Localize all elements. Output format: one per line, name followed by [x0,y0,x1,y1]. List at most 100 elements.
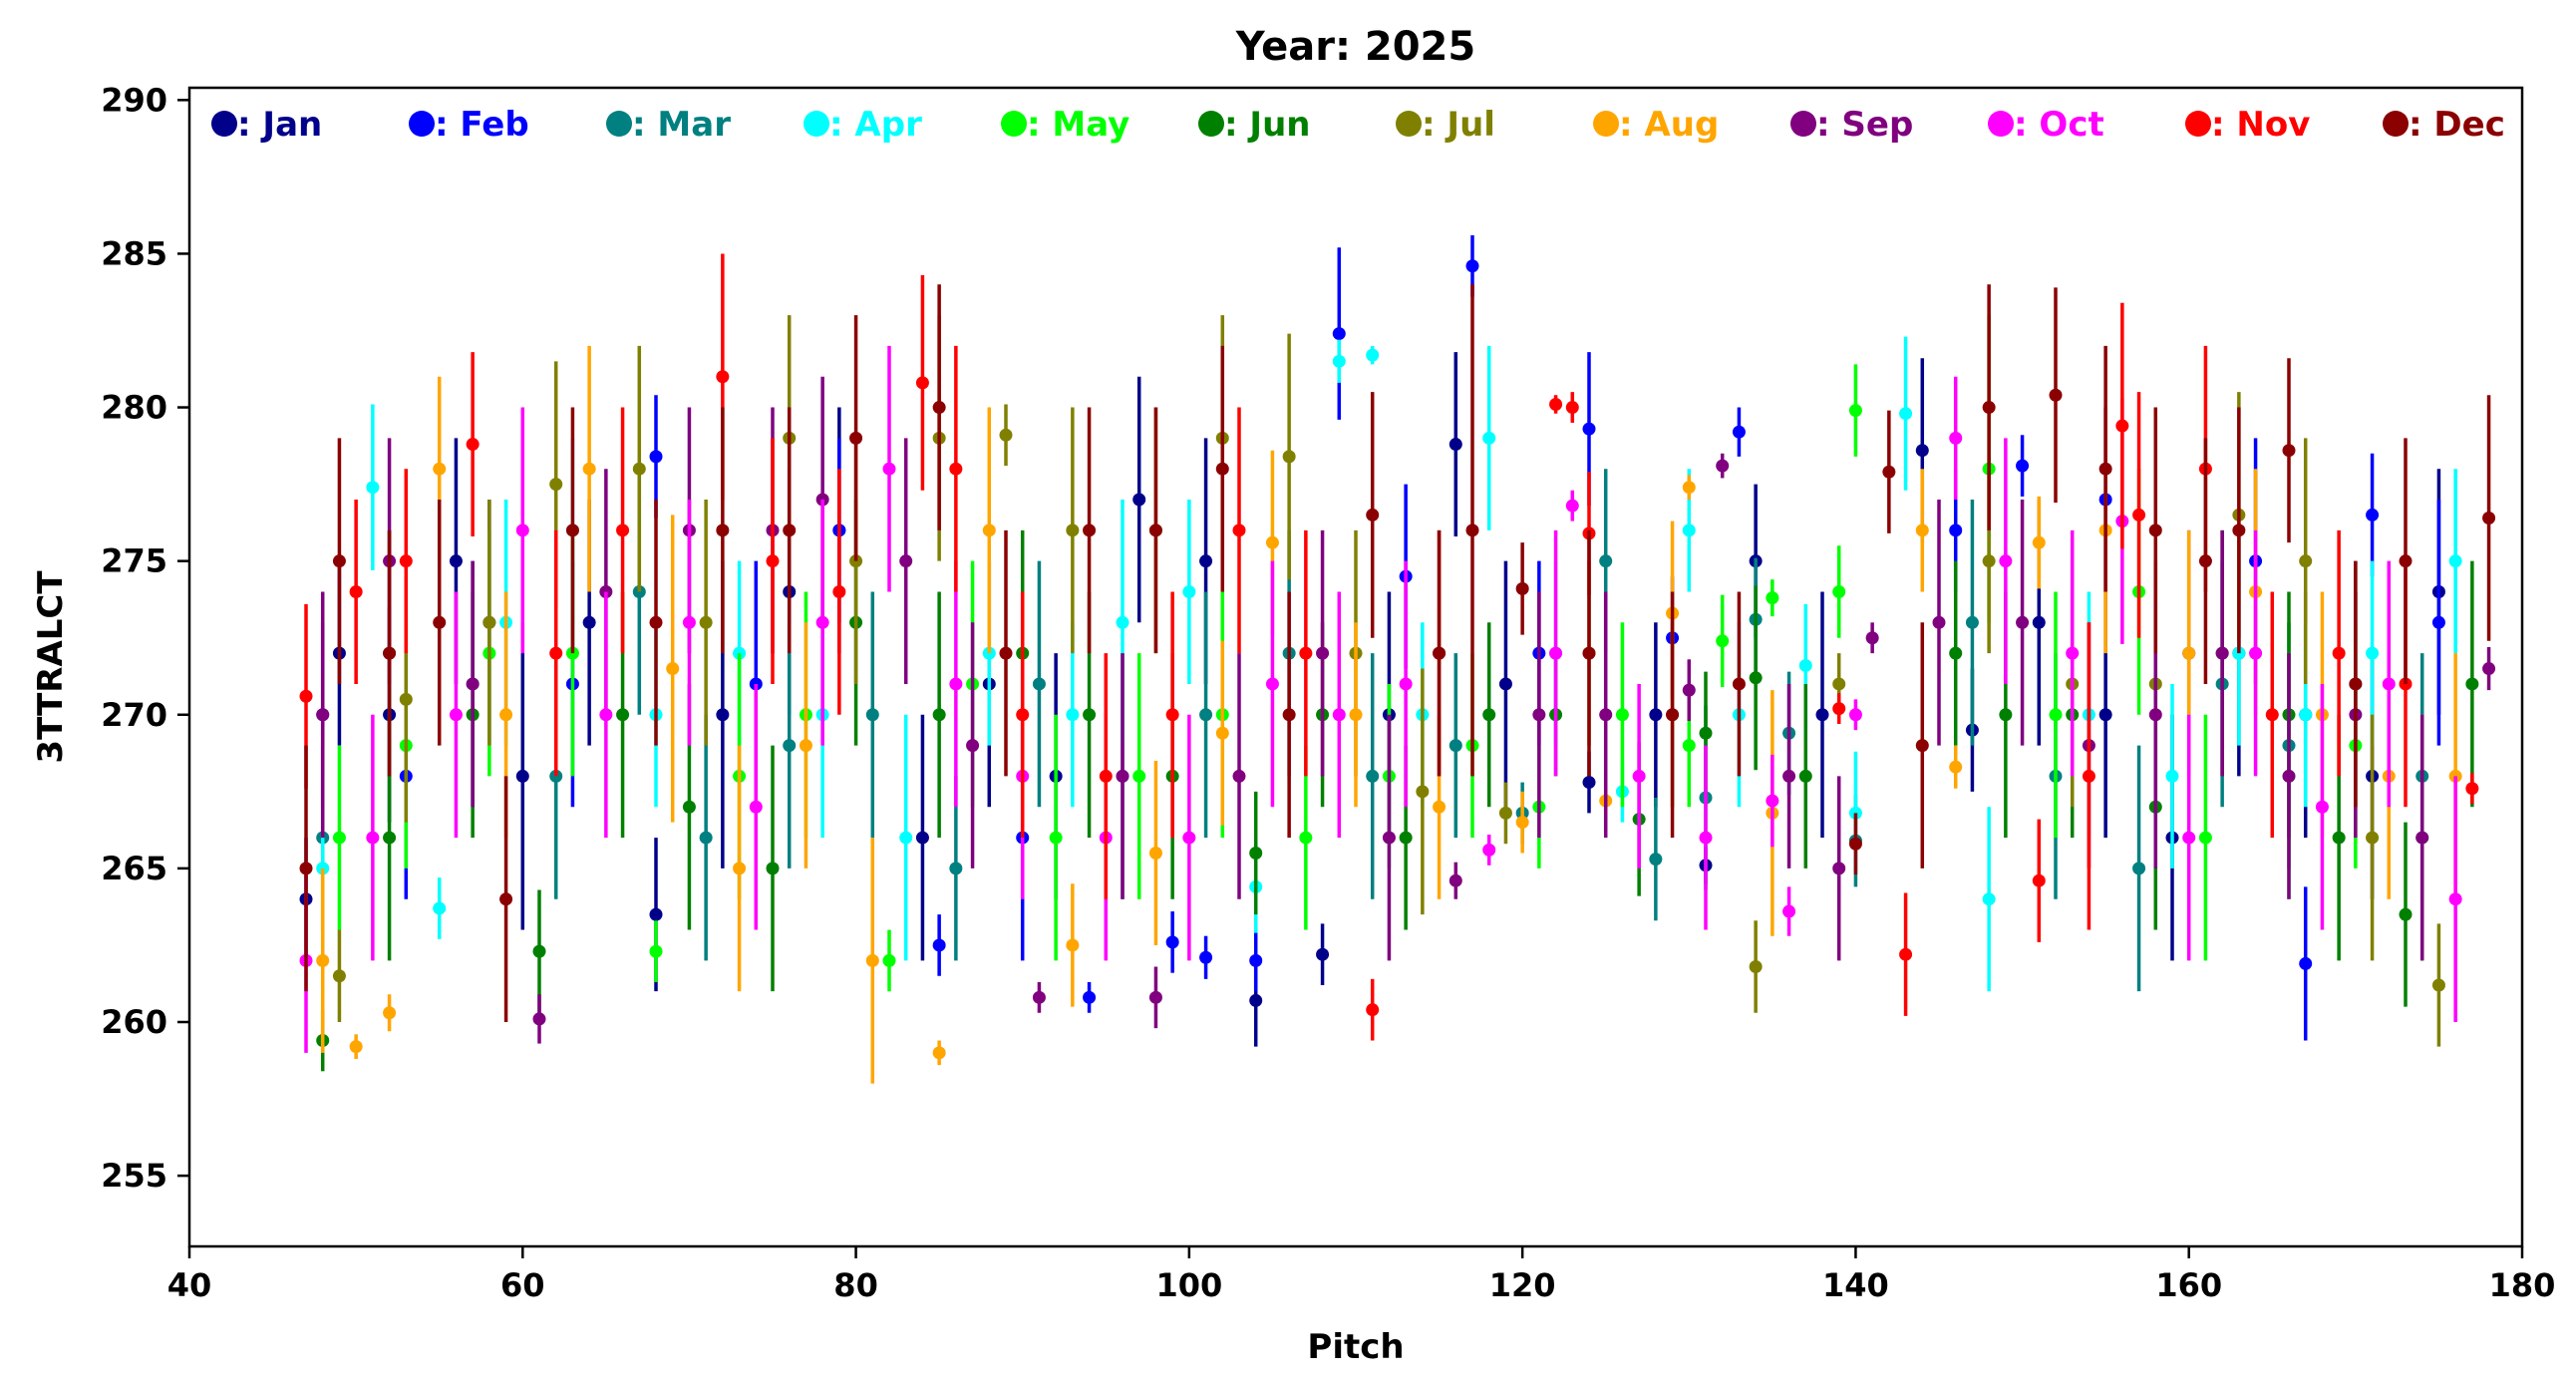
data-point [332,831,346,845]
data-point [1682,739,1696,753]
data-point [483,615,496,629]
data-point [599,708,613,722]
data-point [2232,523,2246,537]
data-point [1982,892,1996,906]
data-point [383,831,397,845]
data-point [2066,646,2080,660]
data-point [1832,677,1846,691]
plot-frame [187,86,2524,1248]
y-tick-label: 280 [101,389,167,427]
data-point [582,462,596,476]
data-point [515,769,529,783]
data-point [582,615,596,629]
data-point [1433,800,1447,814]
data-point [466,438,480,452]
data-point [1999,554,2013,568]
data-point [632,462,646,476]
data-point [1433,646,1447,660]
data-point [2299,708,2313,722]
data-point [2032,615,2046,629]
data-point [1532,708,1546,722]
data-point [1832,862,1846,875]
legend-marker [2185,111,2211,137]
data-point [2366,831,2380,845]
data-point [2332,646,2346,660]
data-point [1848,837,1862,851]
data-point [2115,419,2129,433]
x-tick-label: 160 [2155,1266,2222,1304]
data-point [1599,708,1613,722]
legend-label: : May [1027,105,1129,145]
data-point [466,677,480,691]
data-point [1332,354,1346,368]
data-point [2315,800,2329,814]
data-point [1732,677,1746,691]
data-point [449,554,463,568]
data-point [1132,769,1146,783]
data-point [1199,554,1213,568]
data-point [1215,726,1229,740]
data-marks [299,234,2496,1084]
legend-label: : Sep [1816,105,1913,145]
y-tick-label: 260 [101,1003,167,1041]
data-point [366,831,380,845]
x-axis-label: Pitch [1307,1327,1404,1367]
legend-marker [1593,111,1619,137]
data-point [1083,523,1097,537]
data-point [1582,776,1596,790]
data-point [1515,581,1529,595]
data-point [433,462,447,476]
data-point [649,907,663,921]
data-point [399,554,413,568]
data-point [1899,407,1913,421]
data-point [2482,512,2496,525]
data-point [1749,671,1763,685]
data-point [1465,259,1479,273]
x-tick-label: 180 [2489,1266,2556,1304]
data-point [1949,523,1963,537]
data-point [783,739,797,753]
data-point [766,554,780,568]
data-point [1848,404,1862,418]
data-point [1165,708,1179,722]
data-point [1449,873,1462,887]
data-point [882,462,896,476]
data-point [1699,831,1713,845]
data-point [1865,631,1879,645]
y-tick-label: 270 [101,696,167,734]
data-point [532,1012,546,1026]
x-axis: 40 60 80 100 120 140 160 180 [167,1246,2556,1304]
legend-marker [211,111,237,137]
data-point [1449,739,1462,753]
data-point [832,584,846,598]
legend-label: : Jun [1224,105,1311,145]
data-point [2016,615,2030,629]
data-point [1565,401,1579,415]
data-point [783,523,797,537]
data-point [1949,760,1963,774]
data-point [2082,769,2095,783]
data-point [1915,739,1929,753]
data-point [899,554,913,568]
data-point [1366,348,1380,362]
data-point [1148,846,1162,860]
data-point [299,862,313,875]
data-point [1083,708,1097,722]
legend-label: : Jan [237,105,322,145]
data-point [1265,535,1279,549]
data-point [2132,862,2146,875]
data-point [1249,993,1263,1007]
data-point [1766,794,1779,808]
data-point [515,523,529,537]
data-point [1032,990,1046,1004]
data-point [1949,431,1963,445]
data-point [1882,465,1896,479]
data-point [2098,708,2112,722]
legend-label: : Apr [829,105,922,145]
legend-label: : Nov [2211,105,2310,145]
data-point [2165,769,2179,783]
data-point [1199,708,1213,722]
y-tick-label: 265 [101,850,167,887]
y-tick-label: 255 [101,1157,167,1195]
data-point [1716,634,1730,648]
